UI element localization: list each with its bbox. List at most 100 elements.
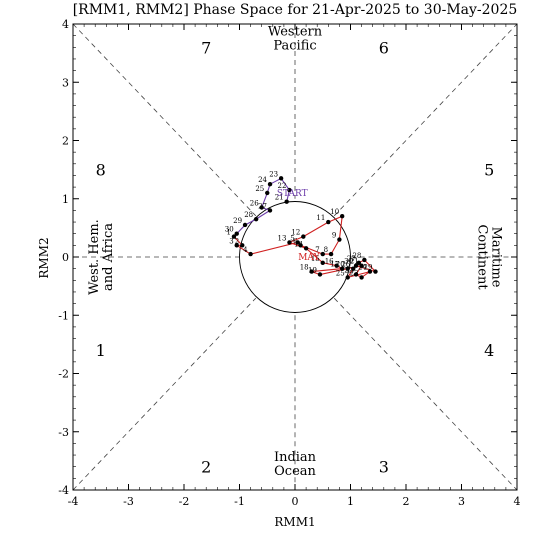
data-point — [345, 266, 350, 271]
region-label-line: Indian — [274, 450, 317, 465]
data-point — [373, 269, 378, 274]
phase-number: 5 — [484, 161, 494, 180]
data-point — [351, 266, 356, 271]
day-label: 1 — [226, 229, 230, 237]
data-point — [309, 269, 314, 274]
x-axis-label: RMM1 — [274, 515, 315, 529]
data-point — [253, 216, 259, 222]
day-label: 15 — [311, 255, 320, 263]
region-labels: Western Pacific Indian Ocean West. Hem.and A… — [87, 25, 504, 479]
region-label-line: and Africa — [101, 223, 116, 291]
day-label: 12 — [291, 229, 300, 237]
day-label: 23 — [269, 170, 278, 178]
day-label: 13 — [278, 234, 287, 242]
day-label: 22 — [278, 182, 287, 190]
y-tick-label: 3 — [62, 76, 69, 89]
day-label: 20 — [336, 261, 345, 269]
y-tick-label: -1 — [58, 309, 69, 322]
day-label: 21 — [275, 194, 284, 202]
phase-number: 7 — [201, 38, 211, 57]
day-label: 25 — [255, 185, 264, 193]
day-label: 5 — [290, 234, 294, 242]
phase-number: 2 — [201, 458, 211, 477]
data-point — [287, 187, 292, 193]
region-label-line: Continent — [474, 224, 489, 290]
data-point — [265, 190, 270, 196]
data-point — [278, 176, 284, 181]
day-label: 30 — [344, 258, 353, 266]
data-point — [267, 181, 273, 187]
day-label: 27 — [258, 202, 267, 210]
region-label: Indian Ocean — [274, 450, 317, 479]
region-label-line: Western — [268, 25, 323, 40]
day-label: 10 — [330, 208, 339, 216]
day-label: 16 — [325, 258, 334, 266]
data-point — [248, 251, 253, 257]
day-label: 14 — [294, 240, 303, 248]
annotation-may: MAY — [298, 253, 320, 263]
diagonal-guide — [333, 23, 518, 217]
data-point — [339, 214, 345, 219]
data-point — [298, 243, 303, 248]
day-label: 11 — [316, 214, 325, 222]
data-point — [317, 272, 323, 277]
y-tick-label: -3 — [58, 426, 69, 439]
x-tick-label: 3 — [458, 495, 465, 508]
day-label: 4 — [243, 246, 248, 254]
data-point — [362, 257, 367, 263]
data-point — [295, 240, 300, 245]
data-point — [303, 246, 309, 251]
day-label: 26 — [250, 199, 259, 207]
day-label: 26 — [341, 261, 350, 269]
day-label: 29 — [364, 264, 373, 272]
y-tick-label: 1 — [62, 193, 69, 206]
data-point — [359, 263, 364, 268]
chart-title: [RMM1, RMM2] Phase Space for 21-Apr-2025… — [73, 2, 518, 18]
x-tick-label: 1 — [347, 495, 354, 508]
data-point — [353, 272, 359, 277]
diagonal-guide — [72, 297, 257, 491]
day-label: 19 — [308, 266, 317, 274]
data-point — [301, 234, 306, 239]
y-tick-label: 0 — [62, 251, 69, 264]
phase-guides — [72, 23, 518, 491]
y-axis-label: RMM2 — [37, 237, 51, 278]
data-point — [328, 251, 334, 257]
y-tick-label: -4 — [58, 484, 69, 497]
day-label: 18 — [300, 264, 309, 272]
x-tick-label: 0 — [292, 495, 299, 508]
region-label: West. Hem.and Africa — [87, 219, 116, 295]
region-label: MaritimeContinent — [474, 224, 503, 290]
data-point — [359, 275, 364, 280]
data-point — [320, 260, 325, 266]
day-label: 27 — [347, 255, 356, 263]
series-line-april — [236, 177, 290, 235]
day-label: 25 — [336, 269, 345, 277]
day-label: 17 — [330, 261, 339, 269]
data-point — [367, 269, 373, 274]
day-label: 21 — [350, 258, 359, 266]
data-point — [259, 205, 264, 210]
day-label: 2 — [235, 237, 239, 245]
day-label: 8 — [324, 246, 328, 254]
day-label: 24 — [258, 176, 267, 184]
day-label: 28 — [352, 252, 361, 260]
data-point — [267, 208, 273, 213]
region-label: Western Pacific — [268, 25, 323, 54]
day-label: 7 — [315, 246, 319, 254]
data-point — [242, 222, 248, 228]
region-label-line: Pacific — [273, 39, 316, 54]
data-point — [284, 199, 289, 204]
region-label-line: Ocean — [274, 464, 316, 479]
day-label: 24 — [358, 264, 367, 272]
region-label-line: West. Hem. — [87, 219, 102, 295]
day-label: 29 — [233, 217, 242, 225]
data-point — [353, 263, 359, 268]
annotation-start: START — [277, 189, 308, 199]
phase-number: 1 — [96, 341, 106, 360]
x-tick-label: 4 — [514, 495, 521, 508]
